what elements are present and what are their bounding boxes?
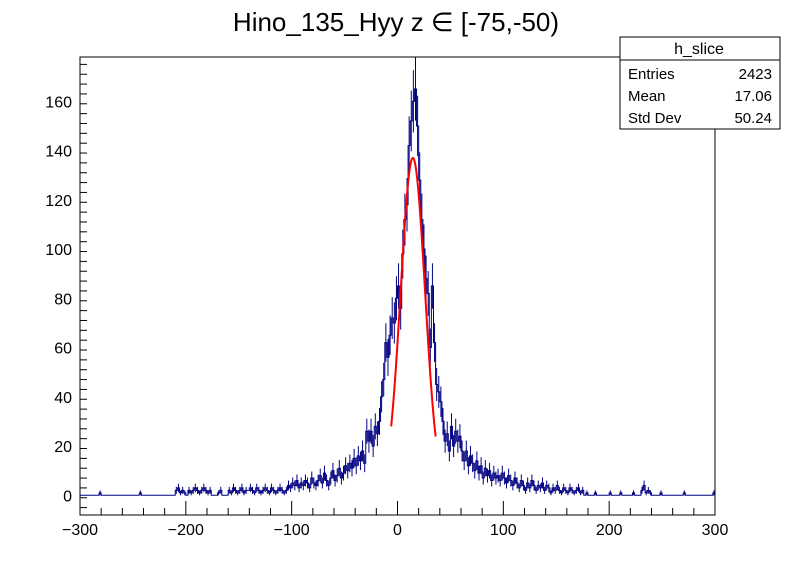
stats-stddev-label: Std Dev — [628, 110, 682, 127]
stats-entries-value: 2423 — [739, 66, 772, 83]
stats-entries-label: Entries — [628, 66, 675, 83]
y-axis: 0 20 40 60 80 100 120 140 160 — [45, 63, 87, 509]
y-tick-label: 40 — [54, 390, 72, 407]
stats-mean-value: 17.06 — [734, 88, 772, 105]
x-tick-label: 200 — [596, 522, 623, 539]
y-tick-label: 120 — [45, 193, 72, 210]
x-axis: −300 −200 −100 0 100 200 300 — [62, 501, 728, 539]
stats-box: h_slice Entries 2423 Mean 17.06 Std Dev … — [619, 36, 781, 130]
y-tick-label: 80 — [54, 291, 72, 308]
y-tick-label: 60 — [54, 341, 72, 358]
x-tick-label: 0 — [393, 522, 402, 539]
x-tick-label: −300 — [62, 522, 98, 539]
stats-mean-label: Mean — [628, 88, 666, 105]
histogram-series — [80, 57, 715, 496]
gaussian-fit-series — [390, 156, 437, 437]
stats-box-title: h_slice — [674, 41, 724, 58]
y-tick-label: 0 — [63, 488, 72, 505]
y-tick-label: 20 — [54, 439, 72, 456]
y-tick-label: 160 — [45, 94, 72, 111]
stats-stddev-value: 50.24 — [734, 110, 772, 127]
x-tick-label: 100 — [490, 522, 517, 539]
y-tick-label: 100 — [45, 242, 72, 259]
x-tick-label: −200 — [168, 522, 204, 539]
y-tick-label: 140 — [45, 144, 72, 161]
stats-box-frame — [619, 36, 781, 130]
x-tick-label: −100 — [274, 522, 310, 539]
gaussian-fit-curve — [390, 156, 437, 437]
x-tick-label: 300 — [702, 522, 729, 539]
chart-title: Hino_135_Hyy z ∈ [-75,-50) — [233, 7, 559, 37]
